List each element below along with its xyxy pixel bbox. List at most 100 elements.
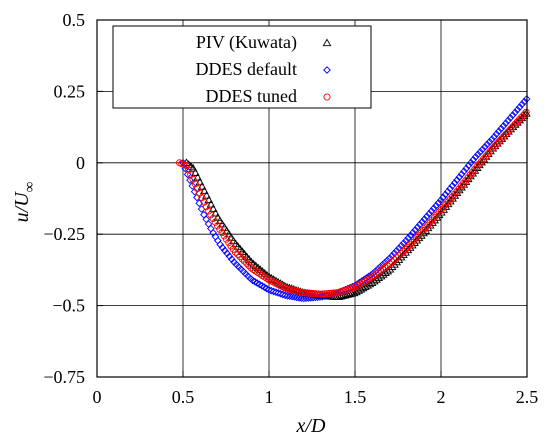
y-tick-label: 0 — [76, 153, 85, 173]
data-point-diamond — [478, 145, 487, 154]
data-point-diamond — [469, 155, 478, 164]
data-point-circle — [408, 238, 416, 247]
data-point-diamond — [413, 223, 422, 232]
data-point-diamond — [501, 119, 510, 128]
plot-frame — [96, 19, 528, 378]
data-point-diamond — [481, 143, 489, 151]
data-point-circle — [189, 175, 197, 183]
data-point-diamond — [295, 293, 303, 302]
data-point-circle — [200, 198, 208, 206]
data-point-circle — [406, 241, 414, 249]
data-point-circle — [504, 128, 512, 136]
data-point-circle — [325, 289, 333, 297]
data-point-circle — [401, 246, 409, 254]
y-tick-label: 0.5 — [63, 10, 86, 30]
data-point-diamond — [209, 229, 218, 237]
data-point-diamond — [244, 272, 252, 280]
data-point-diamond — [204, 220, 213, 228]
legend-markers — [322, 38, 332, 101]
data-point-circle — [240, 257, 248, 265]
data-point-circle — [404, 243, 412, 251]
data-point-diamond — [518, 100, 526, 109]
data-point-circle — [381, 263, 389, 271]
data-point-circle — [196, 189, 204, 197]
data-point-diamond — [381, 258, 389, 267]
data-point-triangle — [197, 182, 207, 190]
data-point-circle — [493, 140, 501, 148]
data-point-diamond — [443, 187, 452, 196]
series-diamond — [179, 95, 531, 303]
data-point-circle — [332, 289, 340, 297]
data-point-circle — [392, 254, 401, 262]
data-point-diamond — [239, 267, 248, 276]
data-point-circle — [497, 135, 506, 143]
data-point-diamond — [434, 199, 443, 207]
data-point-circle — [370, 272, 378, 280]
data-point-circle — [518, 113, 526, 121]
data-point-diamond — [188, 182, 197, 190]
data-point-circle — [410, 236, 418, 244]
data-point-circle — [316, 290, 324, 298]
data-point-diamond — [494, 127, 503, 136]
data-point-circle — [211, 218, 219, 226]
data-point-diamond — [383, 256, 392, 265]
data-point-diamond — [418, 217, 427, 226]
data-point-diamond — [411, 226, 420, 234]
y-axis-title-subscript: ∞ — [22, 182, 38, 193]
tick-labels: 0 0.5 1 1.5 2 2.5 0.5 0.25 0 −0.25 −0.5 −0.75 — [43, 10, 538, 407]
data-point-diamond — [232, 260, 241, 269]
data-point-diamond — [471, 153, 480, 161]
data-point-diamond — [485, 138, 494, 146]
data-point-diamond — [513, 105, 522, 114]
data-point-circle — [395, 252, 403, 260]
data-point-circle — [513, 118, 521, 126]
data-point-diamond — [385, 254, 394, 263]
data-point-diamond — [265, 286, 273, 294]
data-point-triangle — [354, 286, 363, 294]
x-tick-label: 2.5 — [516, 387, 539, 407]
data-point-diamond — [234, 263, 243, 271]
data-point-diamond — [279, 290, 287, 299]
data-point-diamond — [285, 292, 294, 301]
data-point-triangle — [360, 282, 370, 290]
data-point-circle — [399, 248, 407, 256]
data-point-triangle — [356, 284, 366, 293]
data-point-diamond — [487, 135, 496, 144]
data-point-diamond — [427, 207, 436, 215]
data-point-triangle — [352, 287, 361, 296]
data-point-diamond — [441, 190, 450, 199]
y-tick-label: −0.5 — [52, 296, 85, 316]
x-tick-label: 1 — [265, 387, 274, 407]
data-point-diamond — [290, 293, 299, 301]
data-point-circle — [330, 289, 338, 297]
legend-label-piv: PIV (Kuwata) — [196, 32, 297, 53]
data-point-diamond — [490, 132, 498, 141]
data-point-diamond — [504, 116, 512, 125]
data-point-diamond — [455, 173, 464, 181]
data-point-triangle — [363, 280, 372, 289]
data-point-diamond — [190, 187, 199, 196]
data-point-triangle — [206, 199, 216, 208]
data-point-diamond — [467, 158, 475, 167]
y-axis-title: u/U∞ — [11, 182, 38, 223]
data-point-diamond — [492, 130, 501, 138]
data-point-diamond — [453, 176, 461, 184]
data-point-circle — [386, 260, 394, 268]
data-point-circle — [234, 250, 242, 258]
y-tick-label: 0.25 — [54, 81, 86, 101]
data-point-circle — [368, 273, 376, 281]
data-point-diamond — [508, 111, 517, 119]
data-point-circle — [321, 290, 329, 298]
data-point-diamond — [429, 204, 438, 213]
data-point-diamond — [267, 286, 276, 295]
data-point-circle — [305, 289, 313, 297]
series-triangle — [182, 108, 531, 301]
data-point-circle — [511, 120, 519, 128]
data-point-circle — [377, 267, 385, 275]
data-point-diamond — [446, 184, 454, 193]
data-point-circle — [303, 289, 311, 297]
data-point-circle — [307, 289, 316, 297]
data-point-diamond — [237, 265, 245, 274]
data-point-diamond — [216, 240, 224, 249]
